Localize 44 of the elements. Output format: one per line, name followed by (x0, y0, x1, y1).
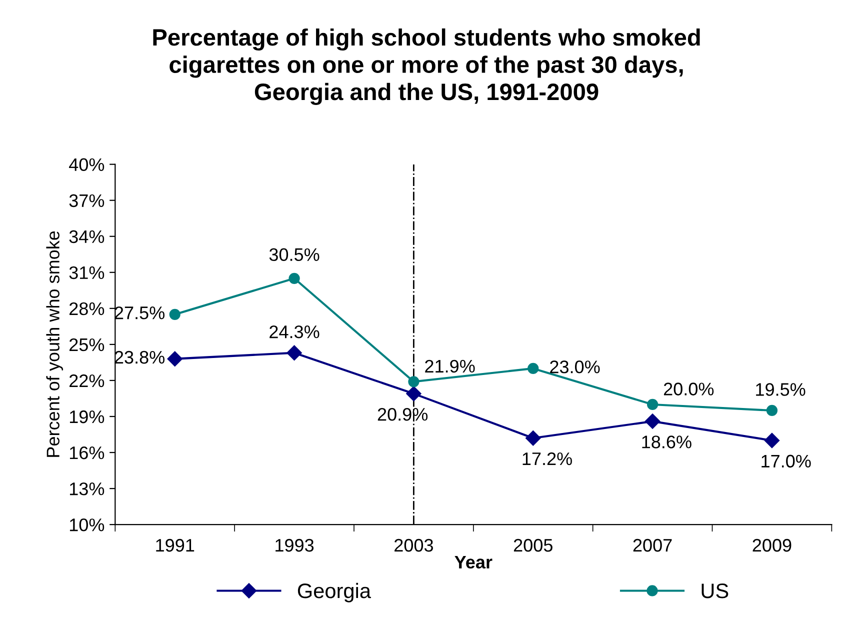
y-tick-label: 40% (69, 158, 104, 172)
y-tick-label: 34% (69, 230, 104, 244)
y-tick-label: 28% (70, 302, 104, 316)
point (167, 351, 182, 366)
point (646, 398, 658, 410)
point (528, 362, 539, 374)
x-tick-label: 1991 (156, 538, 194, 552)
point (288, 272, 300, 284)
data-label: 17.2% (522, 452, 572, 466)
legend-label: US (702, 583, 728, 598)
y-tick-label: 10% (70, 518, 104, 532)
y-tick-label: 22% (70, 374, 104, 388)
point (526, 430, 541, 446)
y-tick-label: 19% (70, 410, 104, 424)
data-label: 30.5% (269, 248, 320, 262)
y-tick-label: 37% (69, 194, 104, 208)
data-label: 21.9% (425, 360, 475, 373)
data-label: 19.5% (756, 383, 806, 396)
point (766, 404, 778, 416)
data-label: 20.0% (664, 382, 714, 396)
y-axis-title: Percent of youth who smoke (46, 231, 64, 457)
point (286, 345, 302, 360)
x-tick-label: 1993 (276, 538, 314, 552)
data-label: 17.0% (762, 454, 811, 468)
data-label: 20.9% (378, 408, 428, 421)
data-label: 24.3% (270, 325, 320, 338)
x-tick-label: 2007 (633, 538, 672, 552)
data-label: 18.6% (642, 436, 692, 448)
point (406, 386, 422, 402)
point (764, 432, 780, 448)
y-tick-label: 31% (69, 266, 104, 280)
y-tick-label: 13% (70, 482, 104, 496)
x-axis-title: Year (454, 556, 492, 569)
chart-title: Percentage of high school students who smoked cigarettes on one or more of the past 30 days, Georgia and the US, 1991-2009 (153, 28, 700, 106)
point (408, 376, 420, 388)
legend-label: Georgia (298, 582, 372, 602)
y-tick-label: 25% (70, 338, 104, 352)
point (644, 414, 660, 429)
point (169, 308, 180, 320)
x-tick-label: 2005 (514, 538, 552, 552)
data-label: 23.0% (550, 360, 600, 374)
x-tick-label: 2003 (394, 538, 433, 552)
x-tick-label: 2009 (752, 538, 792, 552)
y-tick-label: 16% (70, 446, 104, 460)
